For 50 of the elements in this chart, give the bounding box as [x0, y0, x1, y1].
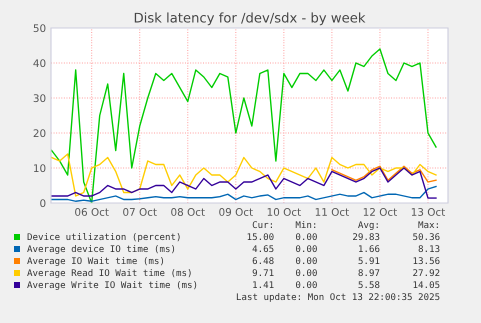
text: 50.36: [413, 233, 440, 240]
text: 5.58: [358, 281, 380, 288]
line-series: [51, 48, 437, 203]
x-tick-label: 08 Oct: [171, 208, 205, 216]
line-series: [51, 186, 437, 202]
text: 1.41: [253, 281, 274, 288]
text: 14.05: [414, 281, 440, 288]
text: 0.00: [296, 233, 317, 240]
text: 15.00: [248, 233, 274, 240]
text: 0.00: [296, 269, 317, 276]
text: 27.92: [413, 269, 440, 276]
text: Min:: [296, 221, 316, 228]
legend-label: Average IO Wait time (ms): [27, 257, 164, 266]
text: 1.66: [359, 245, 380, 252]
y-tick-label: 50: [34, 24, 46, 32]
text: 29.83: [353, 233, 380, 240]
text: 0.00: [296, 281, 317, 288]
text: 6.48: [252, 257, 274, 264]
y-tick-label: 30: [34, 94, 46, 102]
text: 5.91: [358, 257, 380, 264]
line-series: [331, 166, 437, 183]
text: 13.56: [414, 257, 440, 264]
text: Max:: [418, 221, 438, 228]
line-series: [51, 167, 437, 199]
line-series: [51, 153, 437, 197]
text: 8.97: [358, 269, 380, 276]
text: 8.13: [418, 245, 440, 252]
y-tick-label: 10: [34, 164, 46, 172]
legend-label: Device utilization (percent): [28, 232, 180, 242]
x-tick-label: 07 Oct: [123, 208, 157, 216]
x-tick-label: 13 Oct: [412, 208, 446, 216]
text: Cur:: [252, 221, 272, 228]
legend-label: Average Write IO Wait time (ms): [27, 281, 196, 290]
x-tick-label: 06 Oct: [75, 208, 109, 216]
y-tick-label: 20: [34, 129, 46, 138]
legend-label: Average device IO time (ms): [27, 245, 174, 254]
y-tick-label: 40: [33, 59, 46, 68]
text: 0.00: [296, 245, 317, 252]
x-tick-label: 11 Oct: [316, 208, 349, 216]
text: Avg:: [358, 221, 378, 230]
x-tick-label: 09 Oct: [219, 208, 253, 216]
x-tick-label: 10 Oct: [268, 208, 301, 216]
chart-title: Disk latency for /dev/sdx - by week: [134, 12, 366, 26]
y-tick-label: 0: [40, 199, 46, 208]
text: 9.71: [252, 269, 274, 276]
text: 4.65: [252, 245, 274, 252]
legend-label: Average Read IO Wait time (ms): [27, 269, 191, 278]
text: Last update: Mon Oct 13 22:00:35 2025: [236, 293, 440, 302]
text: 0.00: [296, 257, 317, 264]
x-tick-label: 12 Oct: [364, 208, 397, 216]
